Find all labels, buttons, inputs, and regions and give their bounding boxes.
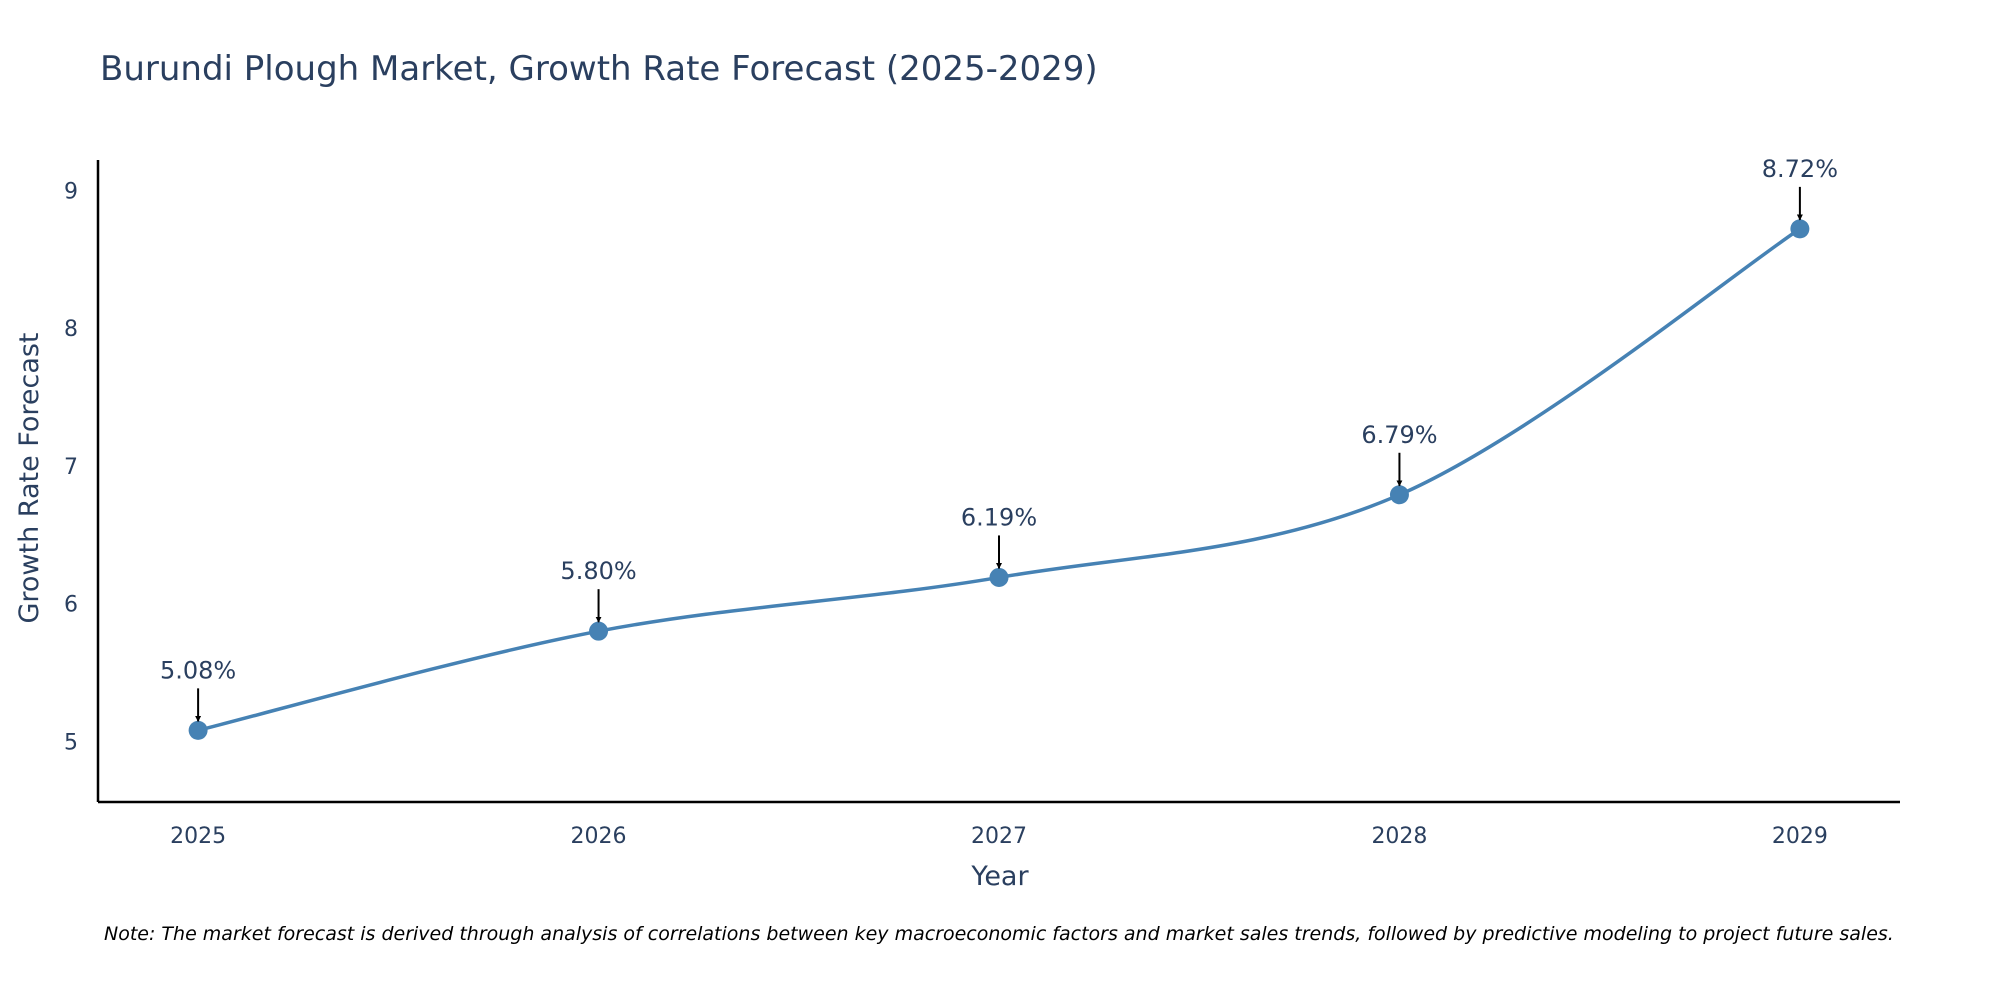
chart-title: Burundi Plough Market, Growth Rate Forec… (100, 49, 1098, 89)
data-point (1790, 219, 1810, 239)
x-tick-label: 2026 (571, 824, 627, 849)
series-growth-rate (197, 227, 1801, 733)
y-axis-title: Growth Rate Forecast (14, 332, 45, 623)
data-point (188, 720, 208, 740)
x-tick-label: 2028 (1371, 824, 1427, 849)
x-tick-label: 2029 (1772, 824, 1828, 849)
x-tick-label: 2027 (971, 824, 1027, 849)
x-tick-label: 2025 (170, 824, 226, 849)
x-axis-title: Year (970, 861, 1029, 892)
y-tick-label: 9 (64, 179, 78, 204)
data-points (188, 219, 1810, 740)
footnote: Note: The market forecast is derived thr… (104, 923, 1894, 945)
data-annotations: 5.08% 5.80% 6.19% 6.79% 8.72% (160, 155, 1838, 722)
data-label: 6.79% (1361, 421, 1437, 449)
data-label: 6.19% (961, 503, 1037, 531)
axes (96, 160, 1900, 804)
data-label: 5.80% (560, 557, 636, 585)
series-line (197, 227, 1801, 733)
data-label: 5.08% (160, 656, 236, 684)
tick-labels: 5 6 7 8 9 2025 2026 2027 2028 2029 (64, 179, 1828, 849)
y-tick-label: 5 (64, 730, 78, 755)
data-point (1389, 485, 1409, 505)
data-label: 8.72% (1762, 155, 1838, 183)
data-point (989, 567, 1009, 587)
y-tick-label: 8 (64, 317, 78, 342)
y-tick-label: 6 (64, 593, 78, 618)
data-point (589, 621, 609, 641)
y-tick-label: 7 (64, 455, 78, 480)
